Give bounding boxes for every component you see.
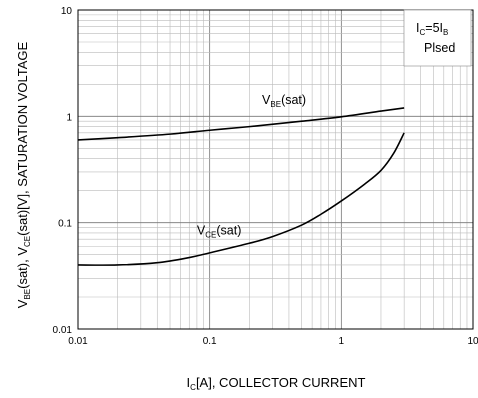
tick-labels: 0.01 0.1 1 10 0.01 0.1 1 10 <box>53 6 478 347</box>
condition-line-2: Plsed <box>424 41 455 55</box>
y-tick-label: 0.1 <box>58 219 72 230</box>
condition-line-1: IC=5IB <box>416 21 448 37</box>
plot-frame <box>77 9 474 330</box>
x-axis-title: IC[A], COLLECTOR CURRENT <box>187 375 366 392</box>
condition-box: IC=5IB Plsed <box>403 9 472 67</box>
vce-sat-label: VCE(sat) <box>197 224 241 240</box>
vbe-sat-curve <box>77 107 405 141</box>
grid-lines <box>77 10 473 330</box>
x-tick-label: 1 <box>339 336 345 347</box>
series-labels: VBE(sat) VCE(sat) <box>197 93 306 240</box>
y-tick-label: 0.01 <box>53 325 73 336</box>
y-tick-label: 1 <box>66 112 72 123</box>
x-tick-label: 10 <box>467 336 478 347</box>
x-tick-label: 0.1 <box>203 336 217 347</box>
plot-border <box>77 9 474 330</box>
y-tick-label: 10 <box>61 6 73 17</box>
vce-sat-curve <box>77 132 405 266</box>
y-axis-title: VBE(sat), VCE(sat)[V], SATURATION VOLTAG… <box>15 41 32 308</box>
x-tick-label: 0.01 <box>68 336 88 347</box>
vbe-sat-label: VBE(sat) <box>262 93 306 109</box>
condition-box-frame <box>403 9 472 67</box>
data-curves <box>77 107 405 266</box>
